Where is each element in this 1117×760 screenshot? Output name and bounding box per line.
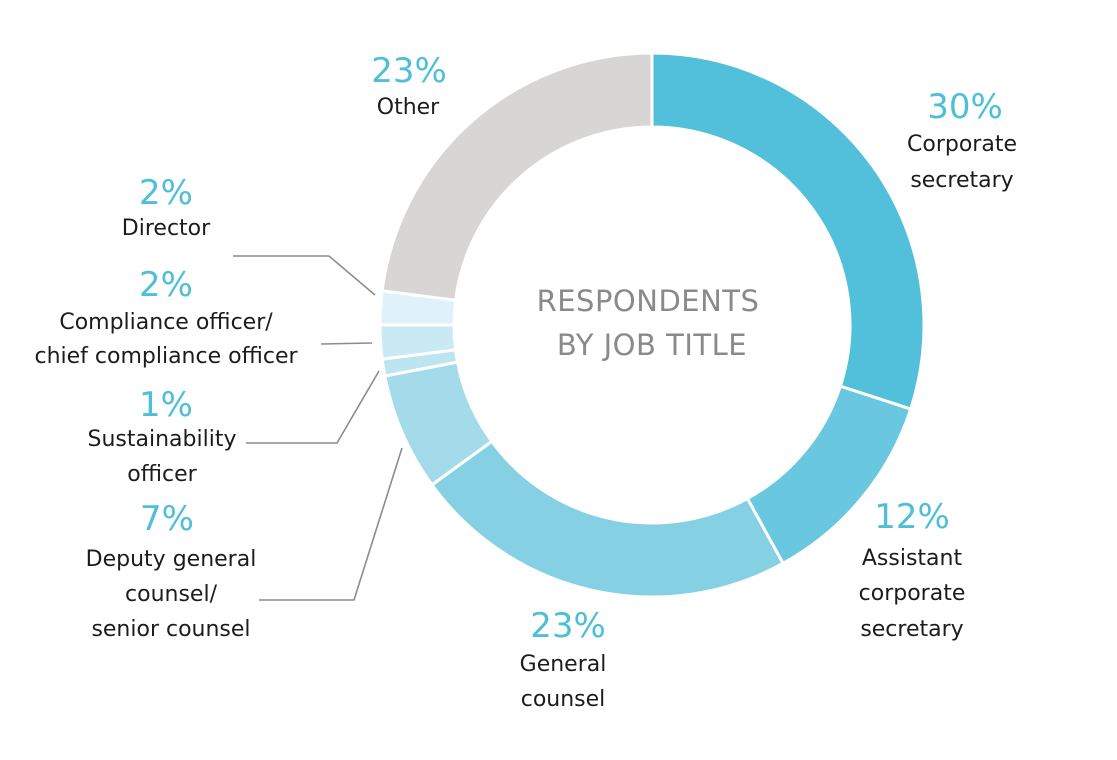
slice-category-label-3-line-2: senior counsel xyxy=(91,617,250,642)
donut-slice-2 xyxy=(429,439,786,599)
slice-category-label-4-line-0: Sustainability xyxy=(88,427,237,452)
leader-deputy-counsel xyxy=(259,447,403,601)
slice-category-label-1-line-0: Assistant xyxy=(862,546,963,571)
leader-lines xyxy=(233,255,403,601)
leader-compliance xyxy=(320,342,373,345)
chart-title-line-2: BY JOB TITLE xyxy=(557,328,747,362)
slice-category-label-0-line-1: secretary xyxy=(910,168,1013,193)
slice-category-label-7-line-0: Other xyxy=(377,95,440,120)
leader-director xyxy=(233,255,376,296)
slice-category-label-3-line-1: counsel/ xyxy=(125,582,218,607)
slice-value-label-0: 30% xyxy=(927,87,1003,127)
slice-value-label-5: 2% xyxy=(139,265,193,305)
slice-value-label-4: 1% xyxy=(139,385,193,425)
slice-value-label-2: 23% xyxy=(530,606,606,646)
slice-category-label-1-line-2: secretary xyxy=(860,617,963,642)
slice-labels: 30% Corporate secretary 12% Assistant corpora… xyxy=(34,51,1017,712)
slice-category-label-3-line-0: Deputy general xyxy=(86,547,257,572)
slice-category-label-1-line-1: corporate xyxy=(859,581,966,606)
slice-value-label-6: 2% xyxy=(139,173,193,213)
slice-category-label-4-line-1: officer xyxy=(127,462,197,487)
slice-category-label-5-line-1: chief compliance officer xyxy=(34,344,298,369)
slice-value-label-1: 12% xyxy=(874,497,950,537)
slice-category-label-6-line-0: Director xyxy=(122,216,211,241)
slice-value-label-3: 7% xyxy=(140,499,194,539)
slice-category-label-5-line-0: Compliance officer/ xyxy=(59,310,273,335)
donut-slice-7 xyxy=(380,51,654,302)
slice-category-label-2-line-1: counsel xyxy=(521,687,606,712)
chart-title-line-1: RESPONDENTS xyxy=(537,284,760,318)
donut-slices xyxy=(378,51,926,599)
slice-value-label-7: 23% xyxy=(371,51,447,91)
slice-category-label-0-line-0: Corporate xyxy=(907,132,1017,157)
donut-slice-0 xyxy=(650,51,926,411)
slice-category-label-2-line-0: General xyxy=(520,652,607,677)
leader-sustainability xyxy=(246,370,380,444)
